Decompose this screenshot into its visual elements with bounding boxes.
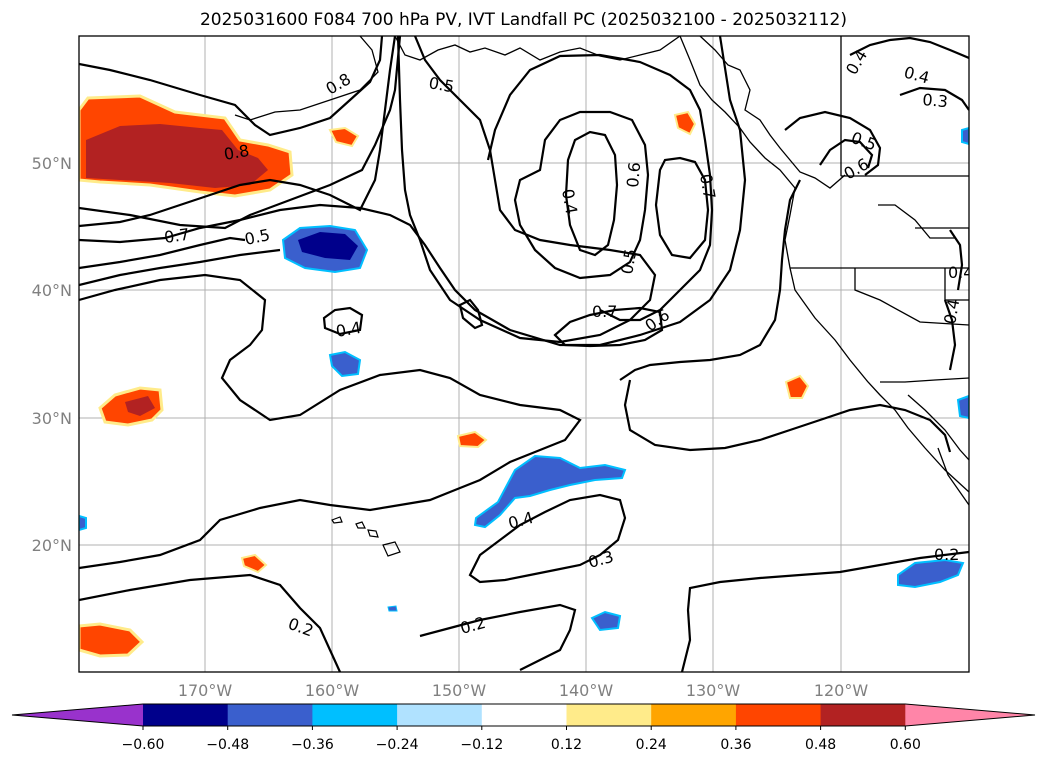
colorbar-segment [143, 704, 229, 726]
colorbar-tick-label: 0.60 [890, 737, 921, 753]
map-title: 2025031600 F084 700 hPa PV, IVT Landfall… [199, 10, 847, 30]
colorbar-extend-high [905, 704, 1035, 726]
colorbar-segment [566, 704, 652, 726]
map-frame [78, 35, 970, 673]
lat-label: 30°N [32, 409, 72, 428]
contour-label: 0.5 [243, 225, 272, 249]
negative-anomaly-fills [79, 126, 969, 632]
contour-label: 0.6 [623, 161, 644, 188]
lon-label: 160°W [305, 681, 360, 700]
contour-label: 0.8 [222, 141, 250, 164]
contour-label: 0.4 [558, 187, 581, 215]
colorbar-tick-label: −0.12 [460, 737, 503, 753]
colorbar-segment [227, 704, 313, 726]
contour-label: 0.3 [922, 90, 949, 111]
contour-label: 0.4 [940, 297, 963, 325]
colorbar-tick-label: −0.24 [376, 737, 419, 753]
pv-contours [79, 36, 969, 672]
colorbar-tick-label: 0.24 [636, 737, 667, 753]
lon-label: 150°W [432, 681, 487, 700]
contour-label: 0.4 [334, 318, 362, 341]
contour-label: 0.2 [934, 545, 959, 564]
lon-label: 170°W [178, 681, 233, 700]
coastlines [234, 36, 969, 506]
colorbar-tick-label: 0.12 [551, 737, 582, 753]
lat-label: 20°N [32, 536, 72, 555]
colorbar-tick-label: −0.48 [206, 737, 249, 753]
colorbar-tick-label: −0.60 [122, 737, 165, 753]
lat-label: 50°N [32, 154, 72, 173]
contour-label: 0.5 [427, 73, 455, 96]
lon-label: 120°W [814, 681, 869, 700]
colorbar-segment [651, 704, 737, 726]
colorbar-tick-label: 0.36 [720, 737, 751, 753]
colorbar-segment [312, 704, 398, 726]
contour-label: 0.4 [948, 263, 973, 282]
colorbar-extend-low [12, 704, 143, 726]
lat-label: 40°N [32, 281, 72, 300]
colorbar-tick-label: 0.48 [805, 737, 836, 753]
contour-label: 0.7 [696, 172, 719, 200]
colorbar: −0.60 −0.48 −0.36 −0.24 −0.12 0.12 0.24 0.36 0.4… [11, 703, 1036, 753]
longitude-labels: 170°W 160°W 150°W 140°W 130°W 120°W [178, 681, 869, 700]
colorbar-segment [397, 704, 483, 726]
contour-label: 0.7 [592, 302, 617, 321]
colorbar-segment [820, 704, 906, 726]
contour-label: 0.7 [163, 225, 191, 247]
contour-label: 0.5 [617, 247, 640, 275]
colorbar-tick-label: −0.36 [291, 737, 334, 753]
lon-label: 130°W [686, 681, 741, 700]
colorbar-segment [735, 704, 822, 726]
positive-anomaly-fills [79, 94, 810, 658]
colorbar-segment [481, 704, 567, 726]
latitude-labels: 50°N 40°N 30°N 20°N [32, 154, 72, 555]
lon-label: 140°W [559, 681, 614, 700]
hawaii-islands [331, 516, 401, 557]
